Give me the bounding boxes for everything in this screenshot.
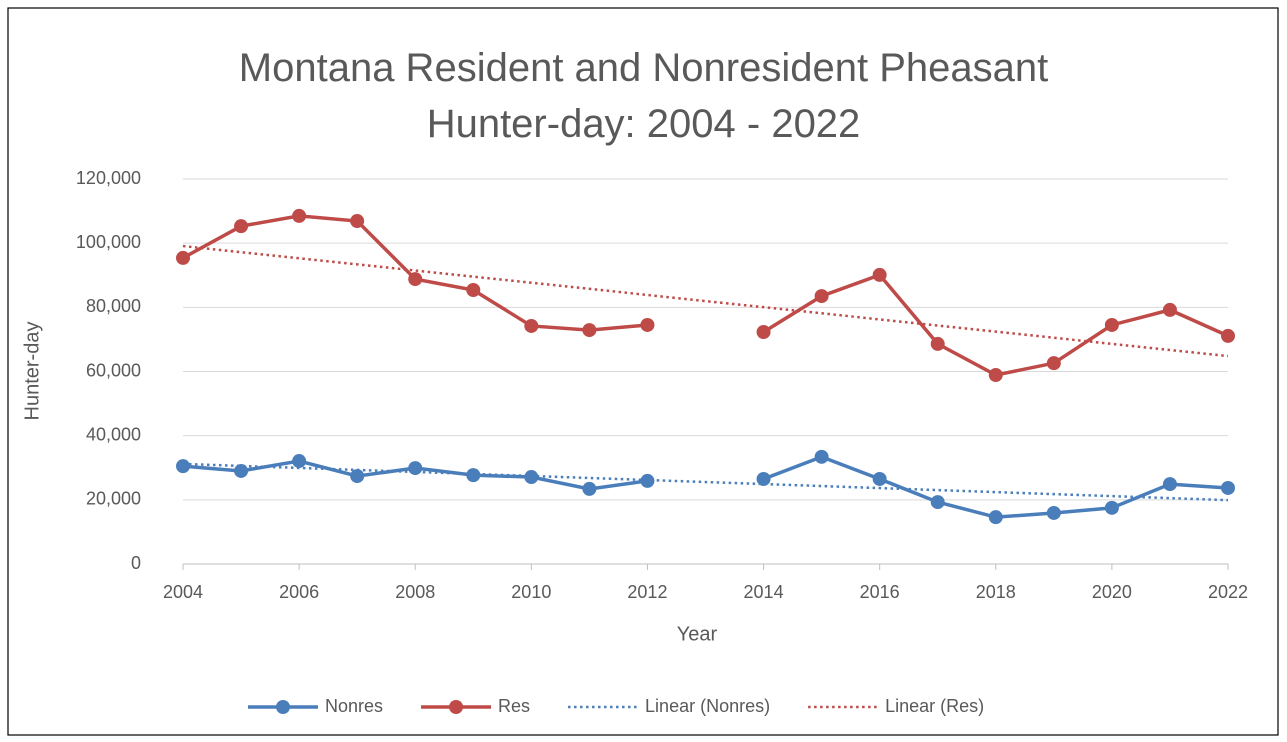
x-axis-title: Year: [677, 623, 718, 645]
marker: [176, 250, 190, 265]
marker: [872, 471, 887, 486]
marker: [1162, 302, 1177, 317]
legend-label: Res: [498, 696, 530, 716]
x-tick-label: 2014: [744, 582, 784, 602]
y-tick-label: 0: [131, 553, 141, 573]
marker: [756, 325, 771, 340]
y-tick-label: 20,000: [86, 489, 141, 509]
marker: [350, 469, 365, 484]
x-tick-label: 2012: [627, 582, 667, 602]
marker: [582, 323, 597, 338]
x-tick-label: 2022: [1208, 582, 1248, 602]
x-tick-label: 2004: [163, 582, 203, 602]
x-tick-label: 2016: [860, 582, 900, 602]
y-tick-label: 120,000: [76, 168, 141, 188]
marker: [1221, 328, 1235, 343]
marker: [292, 454, 307, 469]
y-tick-label: 80,000: [86, 296, 141, 316]
marker: [988, 368, 1003, 383]
trend-line: [182, 462, 1229, 502]
marker: [292, 208, 307, 223]
y-tick-label: 100,000: [76, 232, 141, 252]
legend-marker: [276, 700, 290, 714]
x-tick-label: 2006: [279, 582, 319, 602]
legend-label: Linear (Res): [885, 696, 984, 716]
x-tick-label: 2008: [395, 582, 435, 602]
trend-line: [182, 244, 1229, 358]
marker: [466, 283, 481, 298]
y-tick-label: 40,000: [86, 424, 141, 444]
marker: [640, 317, 655, 332]
marker: [524, 318, 539, 333]
marker: [234, 463, 249, 478]
marker: [408, 461, 423, 476]
marker: [756, 471, 771, 486]
x-tick-label: 2020: [1092, 582, 1132, 602]
marker: [814, 449, 829, 464]
marker: [176, 459, 190, 474]
marker: [640, 473, 655, 488]
marker: [872, 267, 887, 282]
marker: [350, 214, 365, 229]
marker: [1104, 500, 1119, 515]
chart-title: Montana Resident and Nonresident Pheasan…: [238, 46, 1049, 146]
marker: [234, 219, 249, 234]
marker: [582, 481, 597, 496]
marker: [1046, 356, 1061, 371]
marker: [814, 289, 829, 304]
marker: [1162, 477, 1177, 492]
legend-label: Nonres: [325, 696, 383, 716]
marker: [1104, 317, 1119, 332]
y-axis-title: Hunter-day: [21, 322, 43, 421]
marker: [1221, 480, 1235, 495]
marker: [930, 336, 945, 351]
legend-label: Linear (Nonres): [645, 696, 770, 716]
marker: [408, 272, 423, 287]
marker: [1046, 505, 1061, 520]
y-tick-label: 60,000: [86, 360, 141, 380]
x-tick-label: 2010: [511, 582, 551, 602]
x-tick-label: 2018: [976, 582, 1016, 602]
marker: [930, 495, 945, 510]
marker: [988, 510, 1003, 525]
legend-marker: [449, 700, 464, 714]
